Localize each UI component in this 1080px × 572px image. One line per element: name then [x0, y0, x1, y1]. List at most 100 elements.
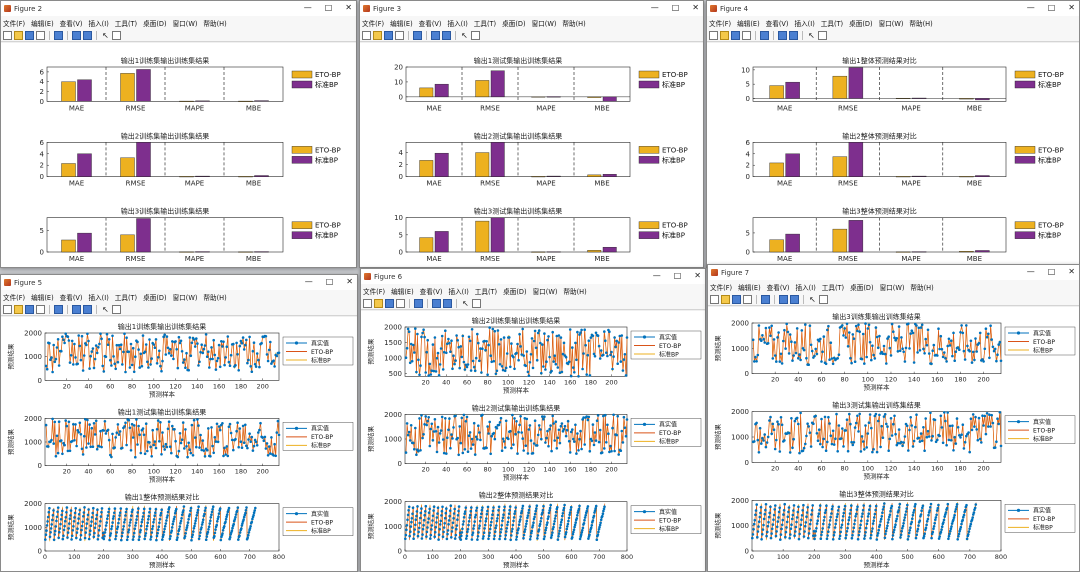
save-icon[interactable]: [731, 30, 740, 40]
property-editor-icon[interactable]: [112, 304, 121, 314]
pointer-icon[interactable]: ↖: [808, 30, 815, 40]
close-icon[interactable]: ✕: [1068, 3, 1075, 12]
menu-item[interactable]: 查看(V): [418, 19, 442, 28]
menu-item[interactable]: 桌面(D): [143, 19, 167, 28]
colorbar-icon[interactable]: [431, 30, 440, 40]
title-bar[interactable]: Figure 4— □ ✕: [707, 1, 1079, 16]
link-plot-icon[interactable]: [414, 298, 423, 308]
menu-item[interactable]: 窗口(W): [879, 283, 905, 292]
print-icon[interactable]: [36, 30, 45, 40]
close-icon[interactable]: ✕: [692, 3, 699, 12]
close-icon[interactable]: ✕: [1068, 267, 1075, 276]
legend-icon[interactable]: [442, 30, 451, 40]
legend-icon[interactable]: [443, 298, 452, 308]
menu-item[interactable]: 查看(V): [766, 283, 790, 292]
menu-item[interactable]: 帮助(H): [203, 19, 227, 28]
pointer-icon[interactable]: ↖: [102, 30, 109, 40]
menu-item[interactable]: 文件(F): [709, 19, 732, 28]
pointer-icon[interactable]: ↖: [809, 294, 816, 304]
print-icon[interactable]: [396, 298, 405, 308]
menu-item[interactable]: 窗口(W): [532, 287, 558, 296]
menu-item[interactable]: 帮助(H): [910, 283, 934, 292]
menu-item[interactable]: 工具(T): [473, 19, 497, 28]
figure-window[interactable]: Figure 3— □ ✕ 文件(F) 编辑(E) 查看(V) 插入(I) 工具(T) 桌面(D…: [359, 0, 704, 268]
menu-item[interactable]: 帮助(H): [203, 293, 227, 302]
menu-item[interactable]: 编辑(E): [737, 19, 760, 28]
new-figure-icon[interactable]: [3, 30, 12, 40]
menu-item[interactable]: 窗口(W): [878, 19, 904, 28]
maximize-icon[interactable]: □: [1047, 267, 1056, 276]
menu-item[interactable]: 查看(V): [59, 293, 83, 302]
open-file-icon[interactable]: [14, 304, 23, 314]
title-bar[interactable]: Figure 2— □ ✕: [1, 1, 356, 16]
menu-item[interactable]: 编辑(E): [738, 283, 761, 292]
print-icon[interactable]: [395, 30, 404, 40]
title-bar[interactable]: Figure 7— □ ✕: [708, 265, 1079, 280]
menu-item[interactable]: 桌面(D): [502, 19, 526, 28]
open-file-icon[interactable]: [374, 298, 383, 308]
print-icon[interactable]: [742, 30, 751, 40]
menu-item[interactable]: 编辑(E): [31, 293, 54, 302]
menu-item[interactable]: 帮助(H): [563, 287, 587, 296]
minimize-icon[interactable]: —: [650, 3, 659, 12]
menu-item[interactable]: 查看(V): [59, 19, 83, 28]
legend-icon[interactable]: [790, 294, 799, 304]
pointer-icon[interactable]: ↖: [461, 30, 468, 40]
property-editor-icon[interactable]: [112, 30, 121, 40]
minimize-icon[interactable]: —: [304, 277, 313, 286]
title-bar[interactable]: Figure 5— □ ✕: [1, 275, 357, 290]
save-icon[interactable]: [384, 30, 393, 40]
new-figure-icon[interactable]: [3, 304, 12, 314]
menu-item[interactable]: 工具(T): [474, 287, 498, 296]
save-icon[interactable]: [25, 304, 34, 314]
close-icon[interactable]: ✕: [346, 277, 353, 286]
colorbar-icon[interactable]: [779, 294, 788, 304]
figure-window[interactable]: Figure 4— □ ✕ 文件(F) 编辑(E) 查看(V) 插入(I) 工具(T) 桌面(D…: [706, 0, 1080, 268]
menu-item[interactable]: 工具(T): [114, 293, 138, 302]
menu-item[interactable]: 帮助(H): [909, 19, 933, 28]
pointer-icon[interactable]: ↖: [102, 304, 109, 314]
menu-item[interactable]: 窗口(W): [172, 19, 198, 28]
menu-item[interactable]: 工具(T): [821, 283, 845, 292]
print-icon[interactable]: [36, 304, 45, 314]
menu-item[interactable]: 桌面(D): [143, 293, 167, 302]
menu-item[interactable]: 插入(I): [88, 19, 109, 28]
menu-item[interactable]: 工具(T): [114, 19, 138, 28]
colorbar-icon[interactable]: [72, 304, 81, 314]
colorbar-icon[interactable]: [72, 30, 81, 40]
minimize-icon[interactable]: —: [652, 271, 661, 280]
maximize-icon[interactable]: □: [671, 3, 680, 12]
title-bar[interactable]: Figure 3— □ ✕: [360, 1, 703, 16]
menu-item[interactable]: 查看(V): [765, 19, 789, 28]
property-editor-icon[interactable]: [818, 30, 827, 40]
figure-window[interactable]: Figure 2— □ ✕ 文件(F) 编辑(E) 查看(V) 插入(I) 工具(T) 桌面(D…: [0, 0, 357, 268]
menu-item[interactable]: 编辑(E): [31, 19, 54, 28]
colorbar-icon[interactable]: [778, 30, 787, 40]
menu-item[interactable]: 文件(F): [3, 293, 26, 302]
link-plot-icon[interactable]: [413, 30, 422, 40]
menu-item[interactable]: 文件(F): [710, 283, 733, 292]
menu-item[interactable]: 桌面(D): [850, 283, 874, 292]
figure-window[interactable]: Figure 7— □ ✕ 文件(F) 编辑(E) 查看(V) 插入(I) 工具(T) 桌面(D…: [707, 264, 1080, 572]
minimize-icon[interactable]: —: [303, 3, 312, 12]
save-icon[interactable]: [732, 294, 741, 304]
property-editor-icon[interactable]: [819, 294, 828, 304]
menu-item[interactable]: 插入(I): [88, 293, 109, 302]
menu-item[interactable]: 文件(F): [363, 287, 386, 296]
colorbar-icon[interactable]: [432, 298, 441, 308]
menu-item[interactable]: 工具(T): [820, 19, 844, 28]
legend-icon[interactable]: [83, 304, 92, 314]
menu-item[interactable]: 窗口(W): [172, 293, 198, 302]
property-editor-icon[interactable]: [472, 298, 481, 308]
menu-item[interactable]: 插入(I): [447, 19, 468, 28]
menu-item[interactable]: 插入(I): [448, 287, 469, 296]
close-icon[interactable]: ✕: [345, 3, 352, 12]
menu-item[interactable]: 查看(V): [419, 287, 443, 296]
menu-item[interactable]: 插入(I): [794, 19, 815, 28]
figure-window[interactable]: Figure 6— □ ✕ 文件(F) 编辑(E) 查看(V) 插入(I) 工具(T) 桌面(D…: [360, 268, 706, 572]
menu-item[interactable]: 窗口(W): [531, 19, 557, 28]
menu-item[interactable]: 编辑(E): [390, 19, 413, 28]
print-icon[interactable]: [743, 294, 752, 304]
menu-item[interactable]: 帮助(H): [562, 19, 586, 28]
legend-icon[interactable]: [789, 30, 798, 40]
